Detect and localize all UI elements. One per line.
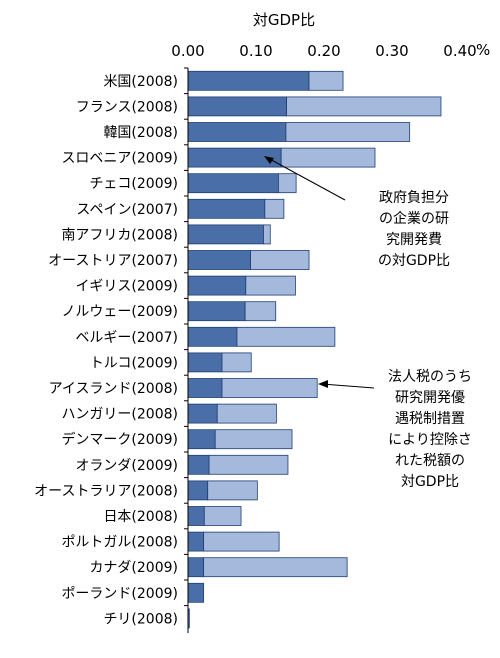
x-tick-label: 0.10 xyxy=(239,42,272,60)
bar-government-funded xyxy=(187,173,279,194)
y-axis-tick-marks xyxy=(184,67,188,607)
bar-tax-incentive xyxy=(203,506,242,526)
bar-government-funded xyxy=(187,506,205,526)
category-label: ハンガリー(2008) xyxy=(61,407,178,423)
bar-government-funded xyxy=(187,531,205,552)
x-axis-unit: % xyxy=(476,41,490,59)
category-label: オーストリア(2007) xyxy=(48,253,178,269)
bar-government-funded xyxy=(187,275,247,296)
bar-tax-incentive xyxy=(244,301,277,322)
category-label: スペイン(2007) xyxy=(76,202,178,218)
category-labels: 米国(2008) フランス(2008) 韓国(2008) スロベニア(2009) チェコ… xyxy=(34,74,178,628)
bar-government-funded xyxy=(187,557,205,578)
category-label: スロベニア(2009) xyxy=(61,151,178,167)
x-axis-title: 対GDP比 xyxy=(253,11,315,29)
x-axis-ticks: 0.00 0.10 0.20 0.30 0.40 xyxy=(171,42,476,60)
category-label: オーストラリア(2008) xyxy=(34,483,178,499)
category-label: トルコ(2009) xyxy=(90,355,178,371)
bar-government-funded xyxy=(187,454,210,475)
annotation-government-funded-rd: 政府負担分 の企業の研 究開発費 の対GDP比 xyxy=(377,190,451,269)
category-label: ポーランド(2009) xyxy=(61,586,178,602)
bar-government-funded xyxy=(187,378,223,398)
bar-government-funded xyxy=(187,582,205,603)
annotation-arrow-1 xyxy=(265,156,346,201)
annotation-arrowhead-1 xyxy=(264,156,274,164)
bar-government-funded xyxy=(187,326,238,347)
bar-tax-incentive xyxy=(278,173,297,194)
bar-tax-incentive xyxy=(286,96,442,117)
bar-government-funded xyxy=(187,122,287,142)
bar-tax-incentive xyxy=(214,429,293,450)
x-tick-label: 0.30 xyxy=(375,42,408,60)
bar-tax-incentive xyxy=(285,122,411,142)
category-label: チリ(2008) xyxy=(103,611,178,627)
category-label: 韓国(2008) xyxy=(103,125,178,141)
category-label: ベルギー(2007) xyxy=(75,330,178,346)
bar-tax-incentive xyxy=(236,326,336,347)
bar-government-funded xyxy=(187,352,223,373)
bar-government-funded xyxy=(187,403,218,424)
bar-tax-incentive xyxy=(216,403,277,424)
category-label: オランダ(2009) xyxy=(75,458,178,474)
x-tick-label: 0.00 xyxy=(171,42,204,60)
category-label: フランス(2008) xyxy=(76,99,178,115)
category-label: カナダ(2009) xyxy=(89,560,178,576)
bar-government-funded xyxy=(187,198,266,219)
bar-tax-incentive xyxy=(264,198,285,219)
category-label: チェコ(2009) xyxy=(89,176,178,192)
annotation-arrows xyxy=(264,156,375,389)
bar-government-funded xyxy=(187,429,216,450)
x-tick-label: 0.40 xyxy=(443,42,476,60)
bar-government-funded xyxy=(187,250,251,270)
bar-tax-incentive xyxy=(245,275,296,296)
annotation-arrowhead-2 xyxy=(318,380,328,388)
bar-tax-incentive xyxy=(250,250,310,270)
bar-government-funded xyxy=(187,96,287,117)
bar-government-funded xyxy=(187,224,264,245)
bar-government-funded xyxy=(187,70,310,91)
bar-tax-incentive xyxy=(308,70,344,91)
bar-government-funded xyxy=(187,301,246,322)
category-label: デンマーク(2009) xyxy=(61,431,178,448)
bar-tax-incentive xyxy=(203,557,348,578)
bar-tax-incentive xyxy=(221,378,318,398)
category-label: イギリス(2009) xyxy=(75,279,178,295)
bar-tax-incentive xyxy=(203,531,280,552)
annotation-tax-incentive: 法人税のうち 研究開発優 遇税制措置 により控除さ れた税額の 対GDP比 xyxy=(388,369,472,490)
category-label: アイスランド(2008) xyxy=(49,381,178,397)
bar-tax-incentive xyxy=(280,147,376,168)
category-label: 日本(2008) xyxy=(103,509,178,525)
bar-tax-incentive xyxy=(221,352,252,373)
x-tick-label: 0.20 xyxy=(307,42,340,60)
bars-group xyxy=(187,70,442,629)
category-label: ポルトガル(2008) xyxy=(61,535,178,551)
annotation-arrow-2 xyxy=(321,383,375,389)
bar-tax-incentive xyxy=(207,480,258,501)
bar-tax-incentive xyxy=(263,224,271,245)
bar-government-funded xyxy=(187,480,209,501)
category-label: 米国(2008) xyxy=(103,74,178,90)
category-label: ノルウェー(2009) xyxy=(61,304,178,320)
category-label: 南アフリカ(2008) xyxy=(61,227,178,243)
bar-tax-incentive xyxy=(208,454,289,475)
